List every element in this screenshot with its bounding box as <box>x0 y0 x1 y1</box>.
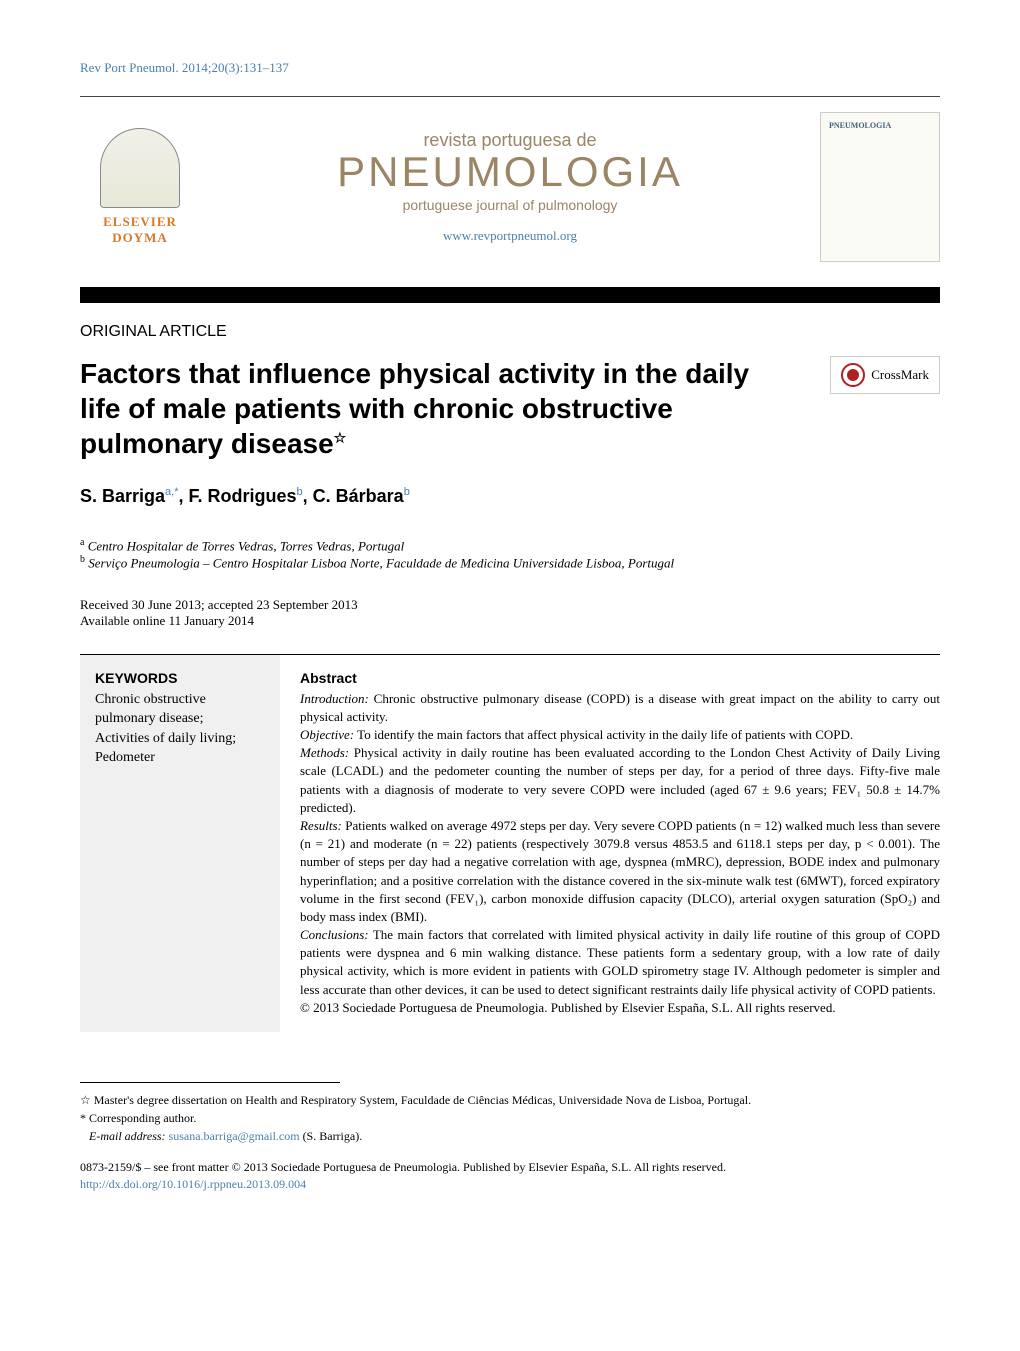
header-banner: ELSEVIER DOYMA revista portuguesa de PNE… <box>80 96 940 277</box>
available-online: Available online 11 January 2014 <box>80 613 940 629</box>
crossmark-badge[interactable]: CrossMark <box>830 356 940 394</box>
authors-line: S. Barrigaa,*, F. Rodrigues b, C. Bárbara… <box>80 486 940 507</box>
copyright-line: 0873-2159/$ – see front matter © 2013 So… <box>80 1160 940 1175</box>
black-divider-bar <box>80 287 940 303</box>
footnote-star: ☆ Master's degree dissertation on Health… <box>80 1091 940 1109</box>
footnotes: ☆ Master's degree dissertation on Health… <box>80 1091 940 1145</box>
footnote-corresponding-text: Corresponding author. <box>89 1111 196 1125</box>
title-footnote-marker: ☆ <box>334 430 347 446</box>
journal-main-title: PNEUMOLOGIA <box>200 151 820 193</box>
title-text: Factors that influence physical activity… <box>80 358 749 459</box>
dates-block: Received 30 June 2013; accepted 23 Septe… <box>80 597 940 629</box>
results-label: Results: <box>300 818 342 833</box>
abstract-block: KEYWORDS Chronic obstructive pulmonary d… <box>80 654 940 1032</box>
abstract-copyright: © 2013 Sociedade Portuguesa de Pneumolog… <box>300 1000 836 1015</box>
citation-line: Rev Port Pneumol. 2014;20(3):131–137 <box>80 60 940 76</box>
conclusions-label: Conclusions: <box>300 927 369 942</box>
author-3-affil: b <box>404 486 410 498</box>
author-1: S. Barriga <box>80 486 165 506</box>
affiliation-a-text: Centro Hospitalar de Torres Vedras, Torr… <box>88 538 405 553</box>
keywords-list: Chronic obstructive pulmonary disease; A… <box>95 690 265 768</box>
results-text: Patients walked on average 4972 steps pe… <box>300 818 940 924</box>
affiliation-b-text: Serviço Pneumologia – Centro Hospitalar … <box>88 556 674 571</box>
abstract-text: Introduction: Chronic obstructive pulmon… <box>300 690 940 1017</box>
methods-text: Physical activity in daily routine has b… <box>300 745 940 815</box>
author-3: , C. Bárbara <box>303 486 404 506</box>
email-author-name: (S. Barriga). <box>303 1129 363 1143</box>
intro-text: Chronic obstructive pulmonary disease (C… <box>300 691 940 724</box>
footer-divider <box>80 1082 340 1083</box>
author-2: , F. Rodrigues <box>179 486 297 506</box>
elsevier-text: ELSEVIER DOYMA <box>103 214 177 246</box>
author-1-affil: a,* <box>165 486 178 498</box>
title-row: Factors that influence physical activity… <box>80 356 940 461</box>
journal-title-block: revista portuguesa de PNEUMOLOGIA portug… <box>200 130 820 244</box>
footnote-email: E-mail address: susana.barriga@gmail.com… <box>80 1127 940 1145</box>
elsevier-logo: ELSEVIER DOYMA <box>80 127 200 247</box>
abstract-heading: Abstract <box>300 670 940 686</box>
footnote-star-text: Master's degree dissertation on Health a… <box>94 1093 751 1107</box>
affiliation-a: a Centro Hospitalar de Torres Vedras, To… <box>80 537 940 554</box>
objective-text: To identify the main factors that affect… <box>354 727 853 742</box>
keywords-column: KEYWORDS Chronic obstructive pulmonary d… <box>80 655 280 1032</box>
crossmark-label: CrossMark <box>871 367 929 383</box>
affiliation-b: b Serviço Pneumologia – Centro Hospitala… <box>80 554 940 571</box>
methods-label: Methods: <box>300 745 349 760</box>
email-label: E-mail address: <box>89 1129 166 1143</box>
article-title: Factors that influence physical activity… <box>80 356 780 461</box>
received-accepted: Received 30 June 2013; accepted 23 Septe… <box>80 597 940 613</box>
journal-cover-thumbnail: PNEUMOLOGIA <box>820 112 940 262</box>
keywords-heading: KEYWORDS <box>95 670 265 686</box>
affiliations: a Centro Hospitalar de Torres Vedras, To… <box>80 537 940 572</box>
crossmark-icon <box>841 363 865 387</box>
abstract-column: Abstract Introduction: Chronic obstructi… <box>280 654 940 1032</box>
objective-label: Objective: <box>300 727 354 742</box>
journal-subtitle-bottom: portuguese journal of pulmonology <box>200 197 820 213</box>
email-link[interactable]: susana.barriga@gmail.com <box>169 1129 300 1143</box>
article-type: ORIGINAL ARTICLE <box>80 323 940 341</box>
intro-label: Introduction: <box>300 691 369 706</box>
cover-thumb-title: PNEUMOLOGIA <box>829 121 931 130</box>
elsevier-tree-icon <box>100 128 180 208</box>
doi-link[interactable]: http://dx.doi.org/10.1016/j.rppneu.2013.… <box>80 1177 306 1191</box>
journal-url-link[interactable]: www.revportpneumol.org <box>200 228 820 244</box>
conclusions-text: The main factors that correlated with li… <box>300 927 940 997</box>
footnote-corresponding: * Corresponding author. <box>80 1109 940 1127</box>
